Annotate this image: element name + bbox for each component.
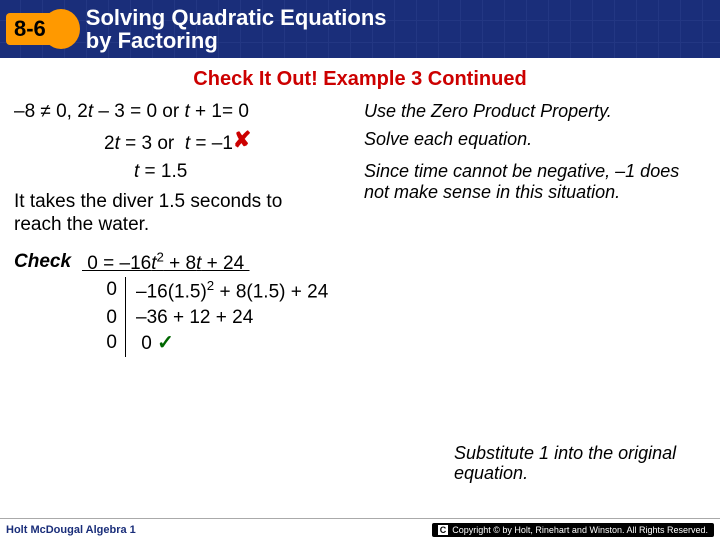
chapter-number: 8-6 — [6, 13, 56, 45]
step-1-note: Use the Zero Product Property. — [354, 101, 706, 122]
check-r3: –36 + 12 + 24 — [126, 305, 253, 331]
check-block: Check 0 = –16t2 + 8t + 24 0 –16(1.5)2 + … — [14, 249, 706, 358]
slide-title: Solving Quadratic Equations by Factoring — [86, 6, 387, 52]
check-label: Check — [14, 251, 71, 272]
step-3-note: Since time cannot be negative, –1 does n… — [354, 161, 706, 203]
copyright-c-icon: C — [438, 525, 449, 535]
section-title: Check It Out! Example 3 Continued — [14, 68, 706, 91]
check-mark-icon: ✓ — [157, 332, 174, 354]
footer-left: Holt McDougal Algebra 1 — [6, 524, 136, 536]
check-note: Substitute 1 into the original equation. — [454, 443, 704, 484]
step-3: t = 1.5 It takes the diver 1.5 seconds t… — [14, 161, 706, 237]
step-2-note: Solve each equation. — [354, 129, 706, 150]
check-l4: 0 — [14, 330, 126, 357]
copyright-badge: C Copyright © by Holt, Rinehart and Wins… — [432, 523, 714, 537]
title-line-1: Solving Quadratic Equations — [86, 6, 387, 29]
title-line-2: by Factoring — [86, 29, 387, 52]
step-1: –8 ≠ 0, 2t – 3 = 0 or t + 1= 0 Use the Z… — [14, 101, 706, 123]
check-l2: 0 — [14, 277, 126, 305]
x-mark-icon: ✘ — [233, 127, 251, 152]
chapter-badge: 8-6 — [6, 9, 80, 49]
result-description: It takes the diver 1.5 seconds to reach … — [14, 191, 314, 237]
step-2: 2t = 3 or t = –1✘ Solve each equation. — [14, 129, 706, 155]
slide-header: 8-6 Solving Quadratic Equations by Facto… — [0, 0, 720, 58]
slide-content: Check It Out! Example 3 Continued –8 ≠ 0… — [0, 58, 720, 357]
copyright-text: Copyright © by Holt, Rinehart and Winsto… — [452, 525, 708, 535]
check-l3: 0 — [14, 305, 126, 331]
slide-footer: Holt McDougal Algebra 1 C Copyright © by… — [0, 518, 720, 540]
